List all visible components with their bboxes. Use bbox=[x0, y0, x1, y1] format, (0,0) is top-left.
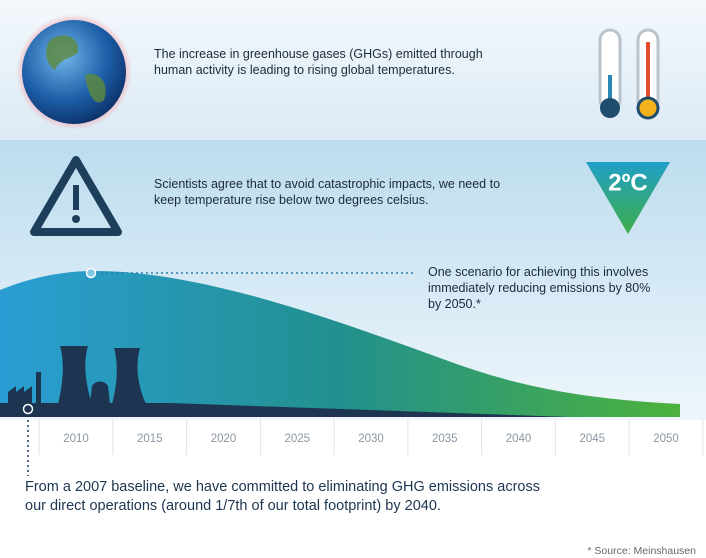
year-label: 2050 bbox=[653, 433, 679, 445]
scenario-text: One scenario for achieving this involves… bbox=[428, 264, 650, 312]
year-label: 2035 bbox=[432, 433, 458, 445]
year-label: 2045 bbox=[579, 433, 605, 445]
text-line: Scientists agree that to avoid catastrop… bbox=[154, 177, 501, 191]
source: * Source: Meinshausen bbox=[587, 545, 696, 557]
emissions-curve bbox=[0, 271, 680, 417]
text-line: by 2050.* bbox=[428, 297, 481, 311]
year-label: 2030 bbox=[358, 433, 384, 445]
year-label: 2040 bbox=[506, 433, 532, 445]
text-line: The increase in greenhouse gases (GHGs) … bbox=[154, 47, 483, 61]
badge bbox=[586, 162, 670, 234]
badge-text: 2ºC bbox=[608, 169, 647, 196]
thermometers bbox=[598, 28, 660, 120]
earth bbox=[22, 20, 126, 124]
year-label: 2010 bbox=[63, 433, 89, 445]
text-line: keep temperature rise below two degrees … bbox=[154, 193, 429, 207]
earth-land bbox=[46, 35, 106, 103]
scenario-point bbox=[85, 267, 97, 279]
text-line: immediately reducing emissions by 80% bbox=[428, 281, 651, 295]
warning-icon bbox=[30, 156, 122, 236]
text-line: human activity is leading to rising glob… bbox=[154, 63, 455, 77]
warning-text: Scientists agree that to avoid catastrop… bbox=[154, 176, 500, 208]
ground bbox=[0, 403, 570, 417]
factory bbox=[8, 346, 146, 404]
commitment-text: From a 2007 baseline, we have committed … bbox=[25, 478, 540, 516]
text-line: our direct operations (around 1/7th of o… bbox=[25, 498, 441, 514]
year-label: 2015 bbox=[137, 433, 163, 445]
year-label: 2025 bbox=[284, 433, 310, 445]
intro-text: The increase in greenhouse gases (GHGs) … bbox=[154, 46, 483, 78]
timeline-axis: 2010 2015 2020 2025 2030 2035 2040 2045 2050 bbox=[38, 420, 704, 455]
text-line: One scenario for achieving this involves bbox=[428, 265, 649, 279]
baseline-point bbox=[22, 403, 34, 415]
year-label: 2020 bbox=[211, 433, 237, 445]
text-line: From a 2007 baseline, we have committed … bbox=[25, 479, 540, 495]
